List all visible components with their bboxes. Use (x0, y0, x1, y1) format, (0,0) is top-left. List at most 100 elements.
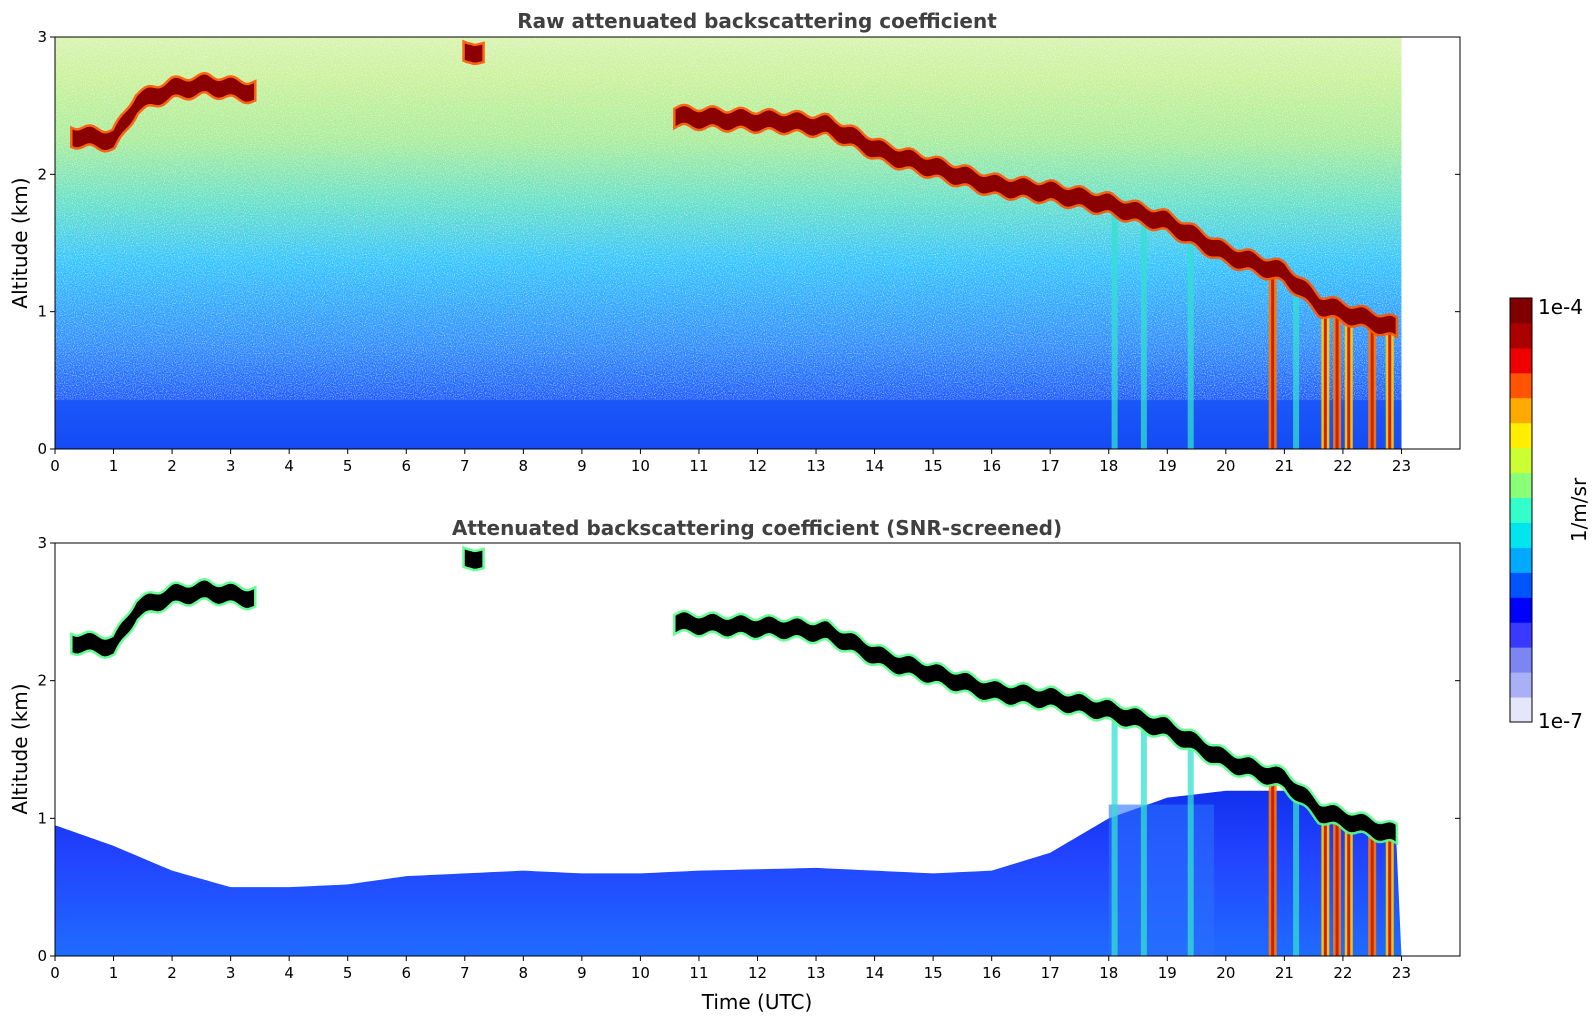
colorbar-band (1510, 547, 1532, 573)
colorbar-band (1510, 622, 1532, 648)
x-tick-label: 11 (689, 457, 708, 475)
precip-streak-core (1271, 775, 1275, 956)
colorbar-band (1510, 672, 1532, 698)
x-tick-label: 1 (109, 457, 119, 475)
x-tick-label: 5 (343, 457, 353, 475)
colorbar-frame (1509, 297, 1533, 723)
x-tick-label: 11 (689, 964, 708, 982)
screened-backscatter-panel: Attenuated backscattering coefficient (S… (8, 516, 1461, 1014)
x-tick-label: 7 (460, 964, 470, 982)
x-tick-label: 6 (401, 964, 411, 982)
precip-streak-core (1335, 816, 1339, 956)
x-tick-label: 0 (50, 964, 60, 982)
precip-streak-core (1370, 321, 1374, 449)
colorbar-band (1510, 447, 1532, 474)
aerosol-streak (1187, 235, 1194, 449)
x-tick-label: 0 (50, 457, 60, 475)
boundary-layer (55, 790, 1402, 956)
x-tick-label: 15 (924, 457, 943, 475)
x-tick-label: 14 (865, 457, 884, 475)
cloud-layer (675, 106, 1396, 335)
aerosol-streak (1140, 215, 1147, 449)
colorbar-band (1510, 597, 1532, 623)
colorbar-band (1510, 322, 1532, 349)
y-tick-label: 0 (37, 947, 47, 965)
aerosol-streak (1111, 712, 1118, 956)
x-tick-label: 13 (806, 457, 825, 475)
precip-streak-core (1347, 820, 1351, 956)
x-tick-label: 12 (748, 457, 767, 475)
x-tick-label: 2 (167, 964, 177, 982)
precip-streak-core (1347, 313, 1351, 449)
colorbar-band (1510, 472, 1532, 499)
cloud-layer (675, 612, 1396, 842)
aerosol-streak (1111, 206, 1118, 449)
x-tick-label: 10 (631, 964, 650, 982)
y-tick-label: 1 (37, 809, 47, 827)
aerosol-streak (1293, 283, 1300, 449)
x-tick-label: 22 (1333, 457, 1352, 475)
raw-backscatter-heatmap (55, 37, 1402, 449)
raw-backscatter-panel: Raw attenuated backscattering coefficien… (8, 9, 1461, 475)
y-tick-label: 3 (37, 534, 47, 552)
x-tick-label: 1 (109, 964, 119, 982)
x-tick-label: 17 (1041, 457, 1060, 475)
surface-layer (55, 400, 1402, 449)
x-tick-label: 3 (226, 457, 236, 475)
x-tick-label: 15 (924, 964, 943, 982)
cloud-layer (464, 43, 483, 63)
colorbar-max-label: 1e-4 (1538, 295, 1583, 319)
y-tick-label: 2 (37, 165, 47, 183)
screened-backscatter-heatmap (55, 545, 1402, 956)
precip-streak-core (1388, 833, 1392, 956)
precip-streak-core (1323, 306, 1327, 449)
colorbar-bands (1510, 298, 1532, 723)
x-tick-label: 5 (343, 964, 353, 982)
panel1-title: Raw attenuated backscattering coefficien… (517, 9, 997, 33)
x-tick-label: 19 (1158, 457, 1177, 475)
x-tick-label: 18 (1099, 964, 1118, 982)
x-tick-label: 18 (1099, 457, 1118, 475)
cloud-layer (464, 549, 483, 569)
colorbar-unit-label: 1/m/sr (1567, 477, 1591, 542)
x-tick-label: 6 (401, 457, 411, 475)
colorbar-band (1510, 497, 1532, 523)
x-tick-label: 19 (1158, 964, 1177, 982)
x-tick-label: 9 (577, 964, 587, 982)
colorbar: 1e-4 1e-7 1/m/sr (1509, 295, 1591, 733)
panel1-ylabel: Altitude (km) (8, 177, 32, 308)
x-tick-label: 8 (519, 964, 529, 982)
colorbar-band (1510, 522, 1532, 548)
aerosol-plume (1108, 804, 1215, 956)
cloud-layer (72, 74, 255, 151)
panel2-ylabel: Altitude (km) (8, 683, 32, 814)
y-tick-label: 0 (37, 440, 47, 458)
x-tick-label: 4 (284, 964, 294, 982)
precip-streak-core (1370, 827, 1374, 956)
x-tick-label: 12 (748, 964, 767, 982)
x-tick-label: 10 (631, 457, 650, 475)
cloud-layer-edge (70, 578, 257, 659)
x-tick-label: 9 (577, 457, 587, 475)
x-tick-label: 17 (1041, 964, 1060, 982)
colorbar-band (1510, 397, 1532, 424)
precip-streak-core (1388, 326, 1392, 449)
cloud-layer (72, 580, 255, 657)
x-tick-label: 16 (982, 964, 1001, 982)
y-tick-label: 2 (37, 672, 47, 690)
colorbar-band (1510, 372, 1532, 399)
x-tick-label: 20 (1216, 457, 1235, 475)
colorbar-band (1510, 572, 1532, 598)
x-tick-label: 23 (1392, 457, 1411, 475)
y-tick-label: 1 (37, 303, 47, 321)
x-tick-label: 22 (1333, 964, 1352, 982)
precip-streak-core (1271, 269, 1275, 449)
x-tick-label: 13 (806, 964, 825, 982)
colorbar-band (1510, 647, 1532, 673)
x-tick-label: 16 (982, 457, 1001, 475)
colorbar-band (1510, 298, 1532, 324)
panel2-x-axis: 0 1 2 3 4 5 6 7 8 9 10 11 12 13 14 15 16 17 18 19 20 21 22 23 (50, 956, 1411, 982)
x-tick-label: 21 (1275, 457, 1294, 475)
panel2-title: Attenuated backscattering coefficient (S… (452, 516, 1062, 540)
